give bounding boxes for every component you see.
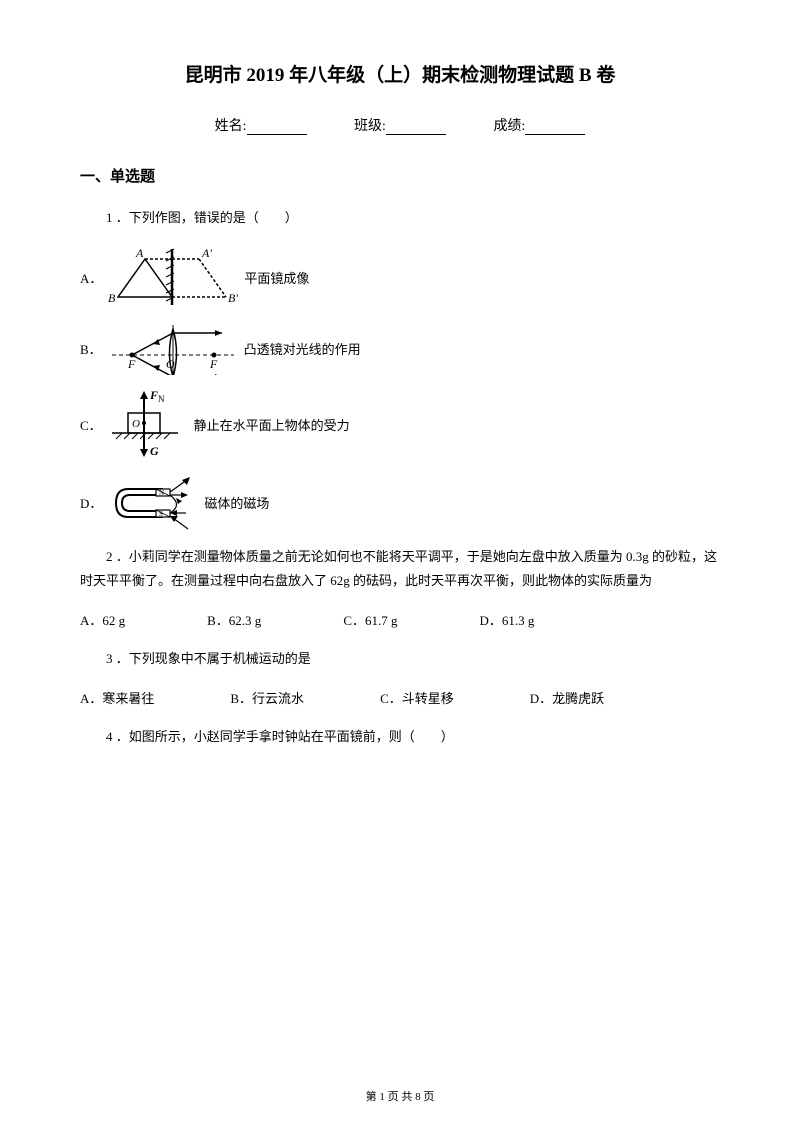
q4-stem: 4 ．如图所示，小赵同学手拿时钟站在平面镜前，则（ ）	[80, 725, 720, 750]
score-label: 成绩:	[493, 119, 525, 134]
name-label: 姓名:	[215, 119, 247, 134]
svg-text:F: F	[209, 357, 218, 371]
q1-c-text: 静止在水平面上物体的受力	[194, 415, 350, 434]
name-blank	[247, 121, 307, 135]
q1-option-c: C． F N O G 静止在水平面上物体的受力	[80, 389, 720, 461]
q1-b-label: B．	[80, 339, 102, 358]
q3-a: A．寒来暑往	[80, 688, 154, 707]
q3-stem: 3 ．下列现象中不属于机械运动的是	[80, 647, 720, 672]
q1-a-text: 平面镜成像	[244, 268, 309, 287]
class-blank	[386, 121, 446, 135]
svg-text:A': A'	[201, 247, 212, 260]
score-field: 成绩:	[493, 115, 585, 135]
q2-d: D．61.3 g	[479, 610, 534, 629]
q1-b-text: 凸透镜对光线的作用	[244, 339, 361, 358]
q1-option-d: D． N S 磁体的磁场	[80, 475, 720, 531]
svg-text:O: O	[166, 357, 175, 371]
class-label: 班级:	[354, 119, 386, 134]
score-blank	[525, 121, 585, 135]
q2-a: A．62 g	[80, 610, 125, 629]
name-field: 姓名:	[215, 115, 307, 135]
svg-text:N: N	[159, 489, 164, 497]
q1-option-a: A． A B A' B' 平面镜成像	[80, 247, 720, 309]
svg-text:G: G	[150, 444, 159, 458]
section-1-heading: 一、单选题	[80, 165, 720, 186]
q3-c: C．斗转星移	[380, 688, 454, 707]
svg-text:F: F	[127, 357, 136, 371]
q3-d: D．龙腾虎跃	[530, 688, 604, 707]
page-footer: 第 1 页 共 8 页	[0, 1088, 800, 1104]
svg-text:S: S	[159, 510, 163, 518]
magnet-field-diagram: N S	[108, 475, 198, 531]
svg-text:O: O	[132, 418, 140, 430]
q1-c-label: C．	[80, 415, 102, 434]
q2-stem: 2 ．小莉同学在测量物体质量之前无论如何也不能将天平调平，于是她向左盘中放入质量…	[80, 545, 720, 594]
student-info-line: 姓名: 班级: 成绩:	[80, 115, 720, 135]
q3-b: B．行云流水	[230, 688, 304, 707]
q2-options: A．62 g B．62.3 g C．61.7 g D．61.3 g	[80, 610, 720, 629]
convex-lens-diagram: F O F	[108, 323, 238, 375]
q1-d-text: 磁体的磁场	[204, 493, 269, 512]
svg-text:F: F	[149, 389, 158, 402]
q1-stem: 1 ．下列作图，错误的是（ ）	[80, 206, 720, 231]
q2-c: C．61.7 g	[343, 610, 397, 629]
exam-title: 昆明市 2019 年八年级（上）期末检测物理试题 B 卷	[80, 60, 720, 87]
svg-text:N: N	[158, 394, 165, 404]
q1-a-label: A．	[80, 268, 102, 287]
class-field: 班级:	[354, 115, 446, 135]
q2-b: B．62.3 g	[207, 610, 261, 629]
svg-text:A: A	[135, 247, 144, 260]
q1-d-label: D．	[80, 493, 102, 512]
svg-text:B': B'	[228, 291, 238, 305]
force-diagram: F N O G	[108, 389, 188, 461]
mirror-image-diagram: A B A' B'	[108, 247, 238, 309]
q1-option-b: B． F O F 凸透镜对光线的作用	[80, 323, 720, 375]
q3-options: A．寒来暑往 B．行云流水 C．斗转星移 D．龙腾虎跃	[80, 688, 720, 707]
svg-text:B: B	[108, 291, 116, 305]
